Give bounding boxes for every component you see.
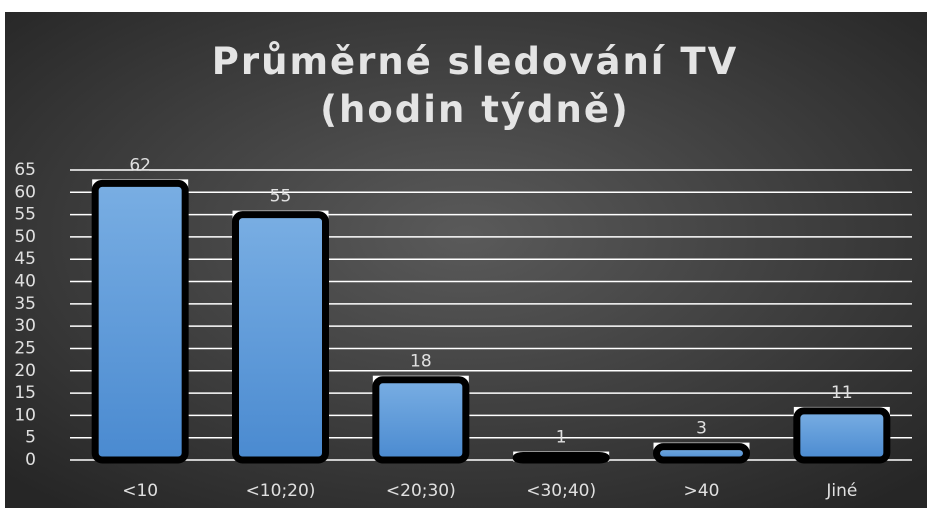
x-tick-label: <20;30) (386, 481, 456, 501)
data-label: 1 (556, 428, 567, 448)
y-tick-label: 65 (14, 160, 36, 180)
x-tick-label: <10;20) (246, 481, 316, 501)
bar (232, 211, 329, 464)
bar (512, 452, 610, 464)
x-tick-label: <30;40) (526, 481, 596, 501)
y-tick-label: 15 (14, 383, 36, 403)
data-label: 3 (696, 419, 707, 439)
y-tick-label: 40 (14, 272, 36, 292)
y-tick-label: 55 (14, 205, 36, 225)
bar (793, 407, 891, 464)
y-tick-label: 0 (25, 450, 36, 470)
y-tick-label: 60 (14, 182, 36, 202)
data-label: 18 (410, 352, 432, 372)
x-tick-label: >40 (684, 481, 720, 501)
x-tick-label: <10 (122, 481, 158, 501)
y-tick-label: 10 (14, 405, 36, 425)
y-tick-label: 30 (14, 316, 36, 336)
data-label: 62 (129, 155, 151, 175)
y-tick-label: 5 (25, 428, 36, 448)
y-tick-label: 45 (14, 249, 36, 269)
data-label: 55 (270, 187, 292, 207)
y-tick-label: 50 (14, 227, 36, 247)
y-tick-label: 25 (14, 338, 36, 358)
bar (372, 376, 470, 464)
y-tick-label: 35 (14, 294, 36, 314)
bar (91, 179, 189, 464)
bar (653, 443, 750, 464)
data-label: 11 (831, 383, 853, 403)
chart-title: Průměrné sledování TV (hodin týdně) (211, 40, 739, 131)
x-tick-label: Jiné (825, 481, 857, 501)
y-tick-label: 20 (14, 361, 36, 381)
